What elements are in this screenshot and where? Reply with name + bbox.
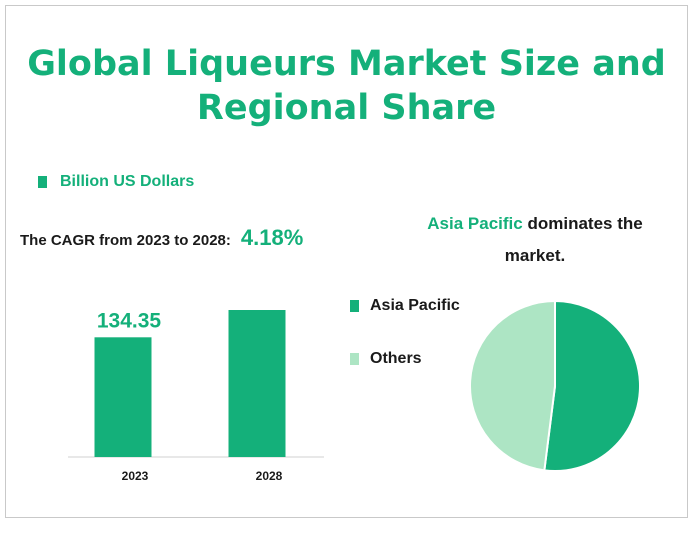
pie-legend-label: Others bbox=[370, 350, 422, 367]
unit-legend-swatch bbox=[38, 176, 47, 188]
pie-slice-asia-pacific bbox=[543, 299, 641, 472]
bar-2023 bbox=[94, 337, 152, 457]
pie-legend-label: Asia Pacific bbox=[370, 297, 460, 314]
title-line-1: Global Liqueurs Market Size and bbox=[27, 44, 666, 84]
cagr-value: 4.18% bbox=[240, 225, 304, 250]
x-tick-2028: 2028 bbox=[256, 469, 283, 483]
cagr-label: The CAGR from 2023 to 2028: bbox=[20, 232, 231, 249]
headline-region: Asia Pacific bbox=[427, 214, 523, 233]
headline-text: dominates the market. bbox=[504, 214, 643, 265]
cagr-statement: The CAGR from 2023 to 2028: 4.18% bbox=[20, 225, 303, 251]
bar-data-label-2023: 134.35 bbox=[97, 309, 162, 332]
unit-legend: Billion US Dollars bbox=[38, 173, 194, 191]
page-title: Global Liqueurs Market Size and Regional… bbox=[6, 42, 687, 130]
pie-legend-swatch bbox=[350, 353, 359, 365]
bar-2028 bbox=[228, 310, 286, 457]
x-tick-2023: 2023 bbox=[122, 469, 149, 483]
pie-headline: Asia Pacific dominates the market. bbox=[400, 208, 670, 272]
unit-legend-label: Billion US Dollars bbox=[60, 173, 195, 190]
pie-slice-others bbox=[469, 299, 556, 472]
pie-legend-item-asia-pacific: Asia Pacific bbox=[350, 297, 460, 315]
pie-legend-item-others: Others bbox=[350, 350, 422, 368]
title-line-2: Regional Share bbox=[196, 88, 497, 128]
pie-legend-swatch bbox=[350, 300, 359, 312]
